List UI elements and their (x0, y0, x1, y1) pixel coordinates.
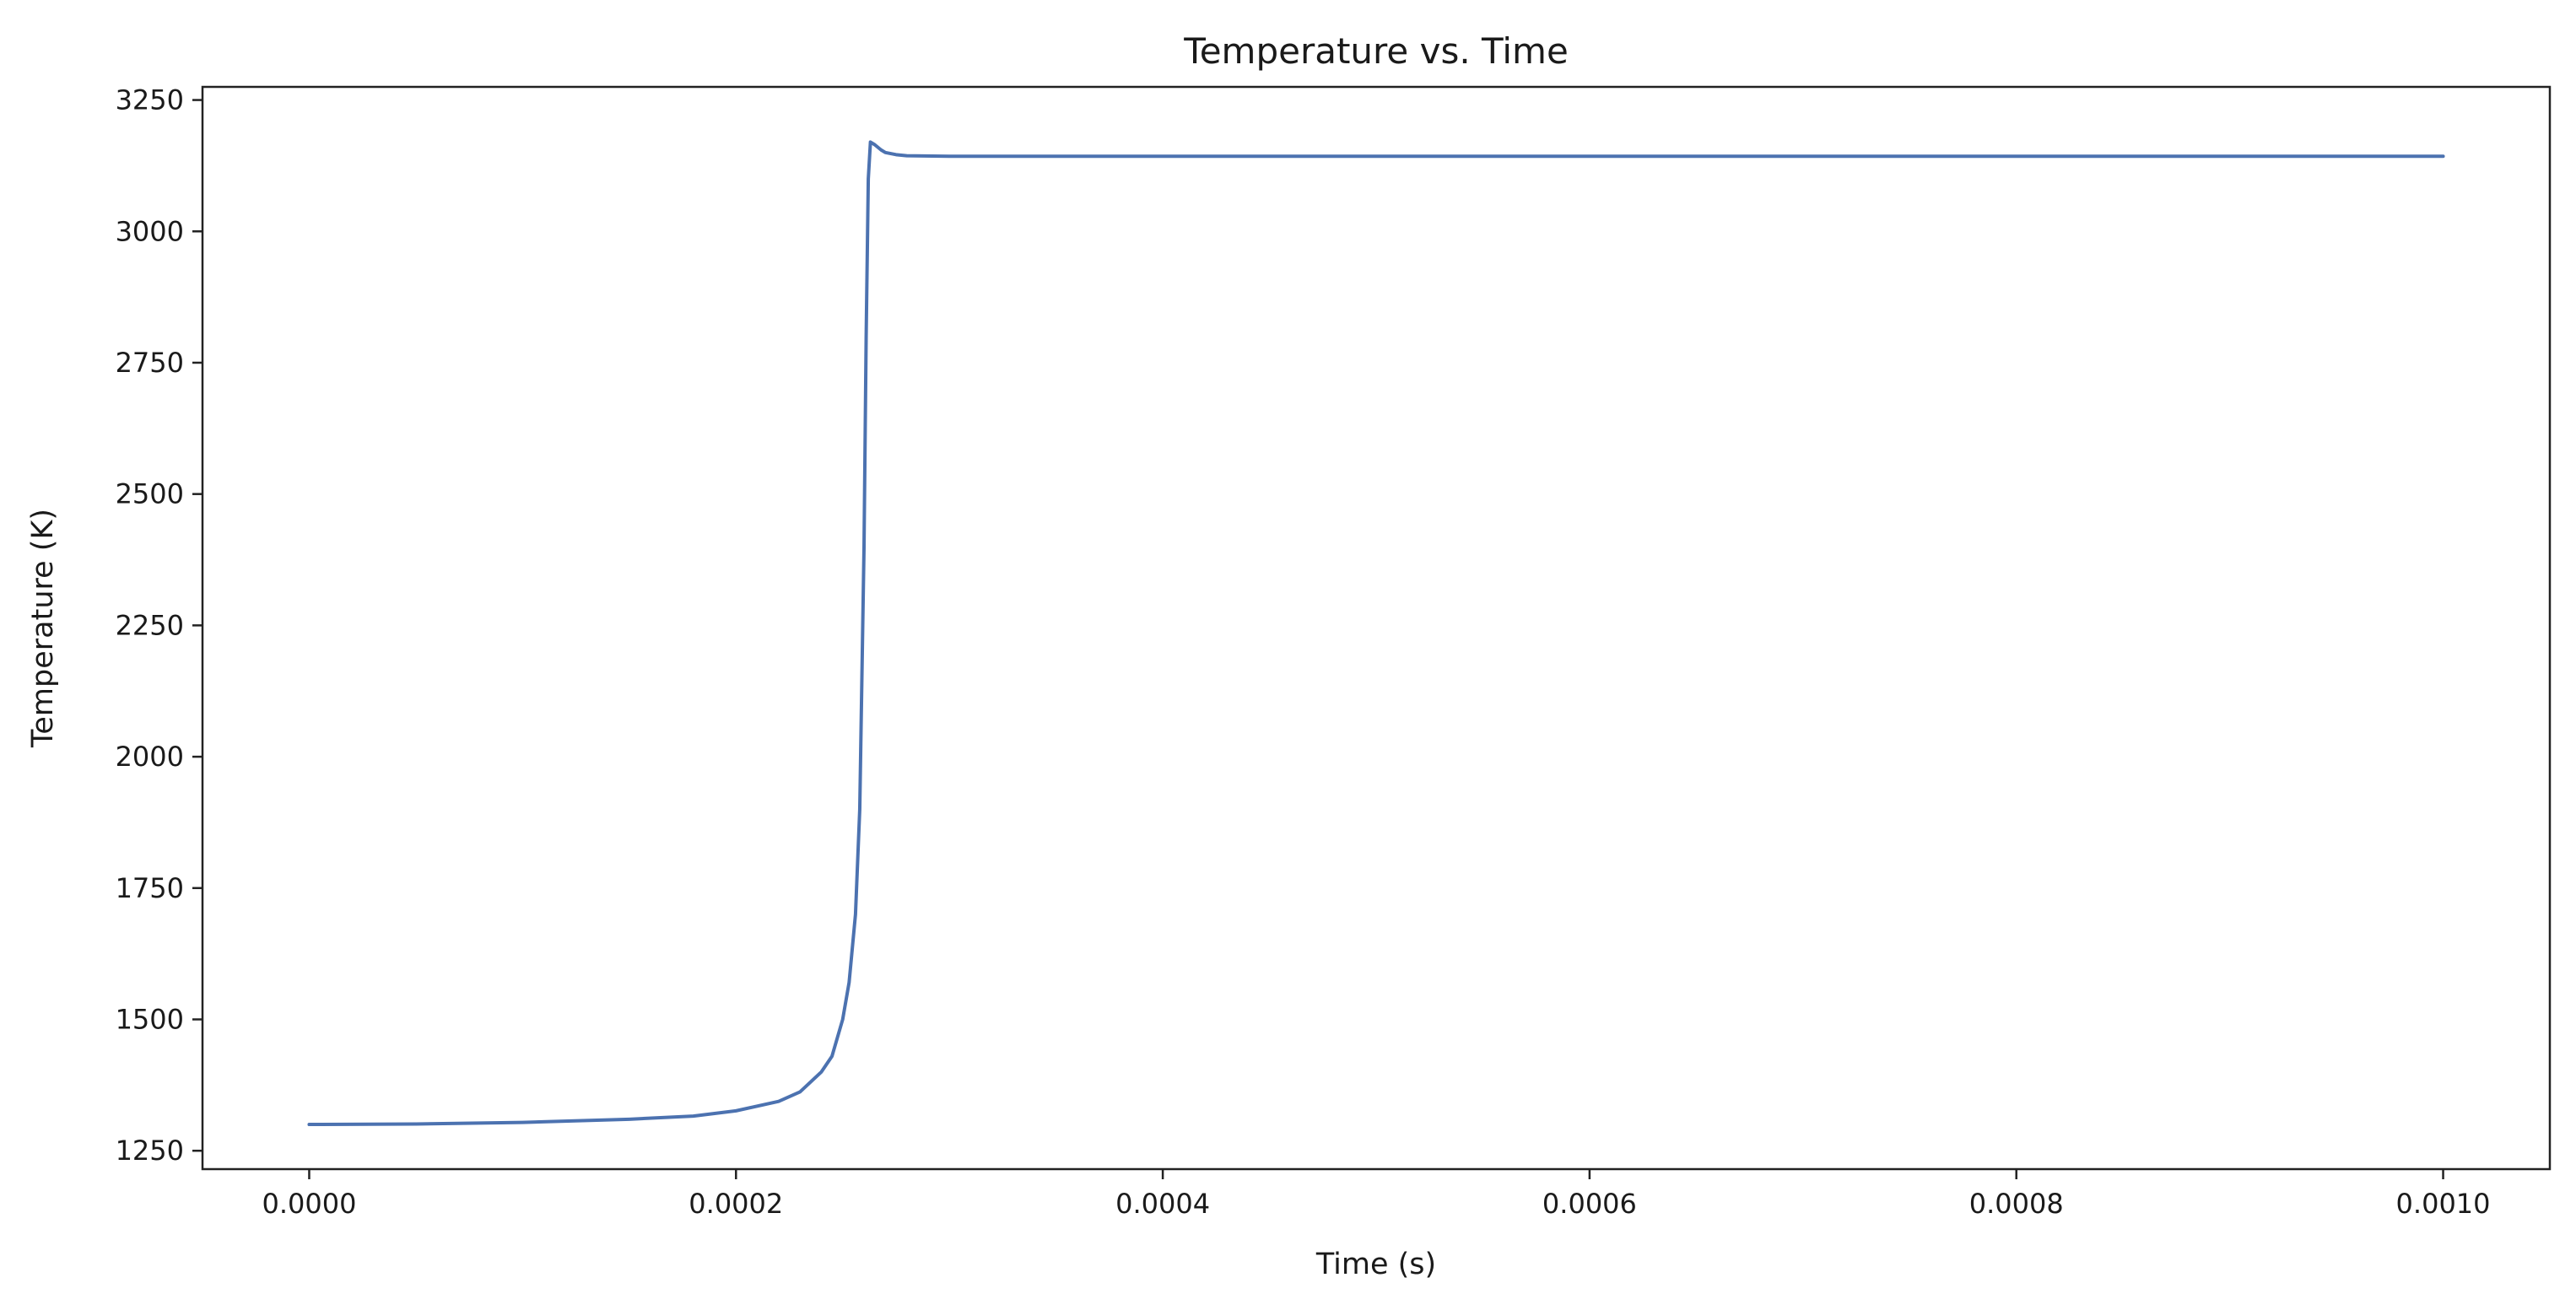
x-tick-label: 0.0004 (1115, 1188, 1210, 1220)
y-tick-label: 2250 (116, 609, 184, 641)
series-line-0 (307, 140, 2445, 1127)
plot-frame (201, 85, 2552, 1171)
y-tick-label: 2750 (116, 347, 184, 379)
x-axis: 0.0000 0.0002 0.0004 0.0006 0.0008 0.0010 (262, 1169, 2491, 1220)
y-tick-label: 2500 (116, 478, 184, 510)
y-tick-label: 1500 (116, 1003, 184, 1035)
y-axis-title: Temperature (K) (26, 509, 60, 748)
y-tick-label: 3250 (116, 84, 184, 116)
y-tick-label: 3000 (116, 215, 184, 247)
x-tick-label: 0.0000 (262, 1188, 356, 1220)
y-axis: 1250 1500 1750 2000 2250 2500 2750 3000 3250 (116, 84, 203, 1167)
chart-title: Temperature vs. Time (1183, 30, 1569, 72)
x-tick-label: 0.0002 (689, 1188, 783, 1220)
x-tick-label: 0.0008 (1969, 1188, 2064, 1220)
x-tick-label: 0.0006 (1542, 1188, 1637, 1220)
y-tick-label: 1750 (116, 872, 184, 904)
x-tick-label: 0.0010 (2396, 1188, 2491, 1220)
plot-area (201, 85, 2552, 1171)
x-axis-title: Time (s) (1315, 1248, 1436, 1281)
y-tick-label: 2000 (116, 741, 184, 773)
y-tick-label: 1250 (116, 1135, 184, 1167)
